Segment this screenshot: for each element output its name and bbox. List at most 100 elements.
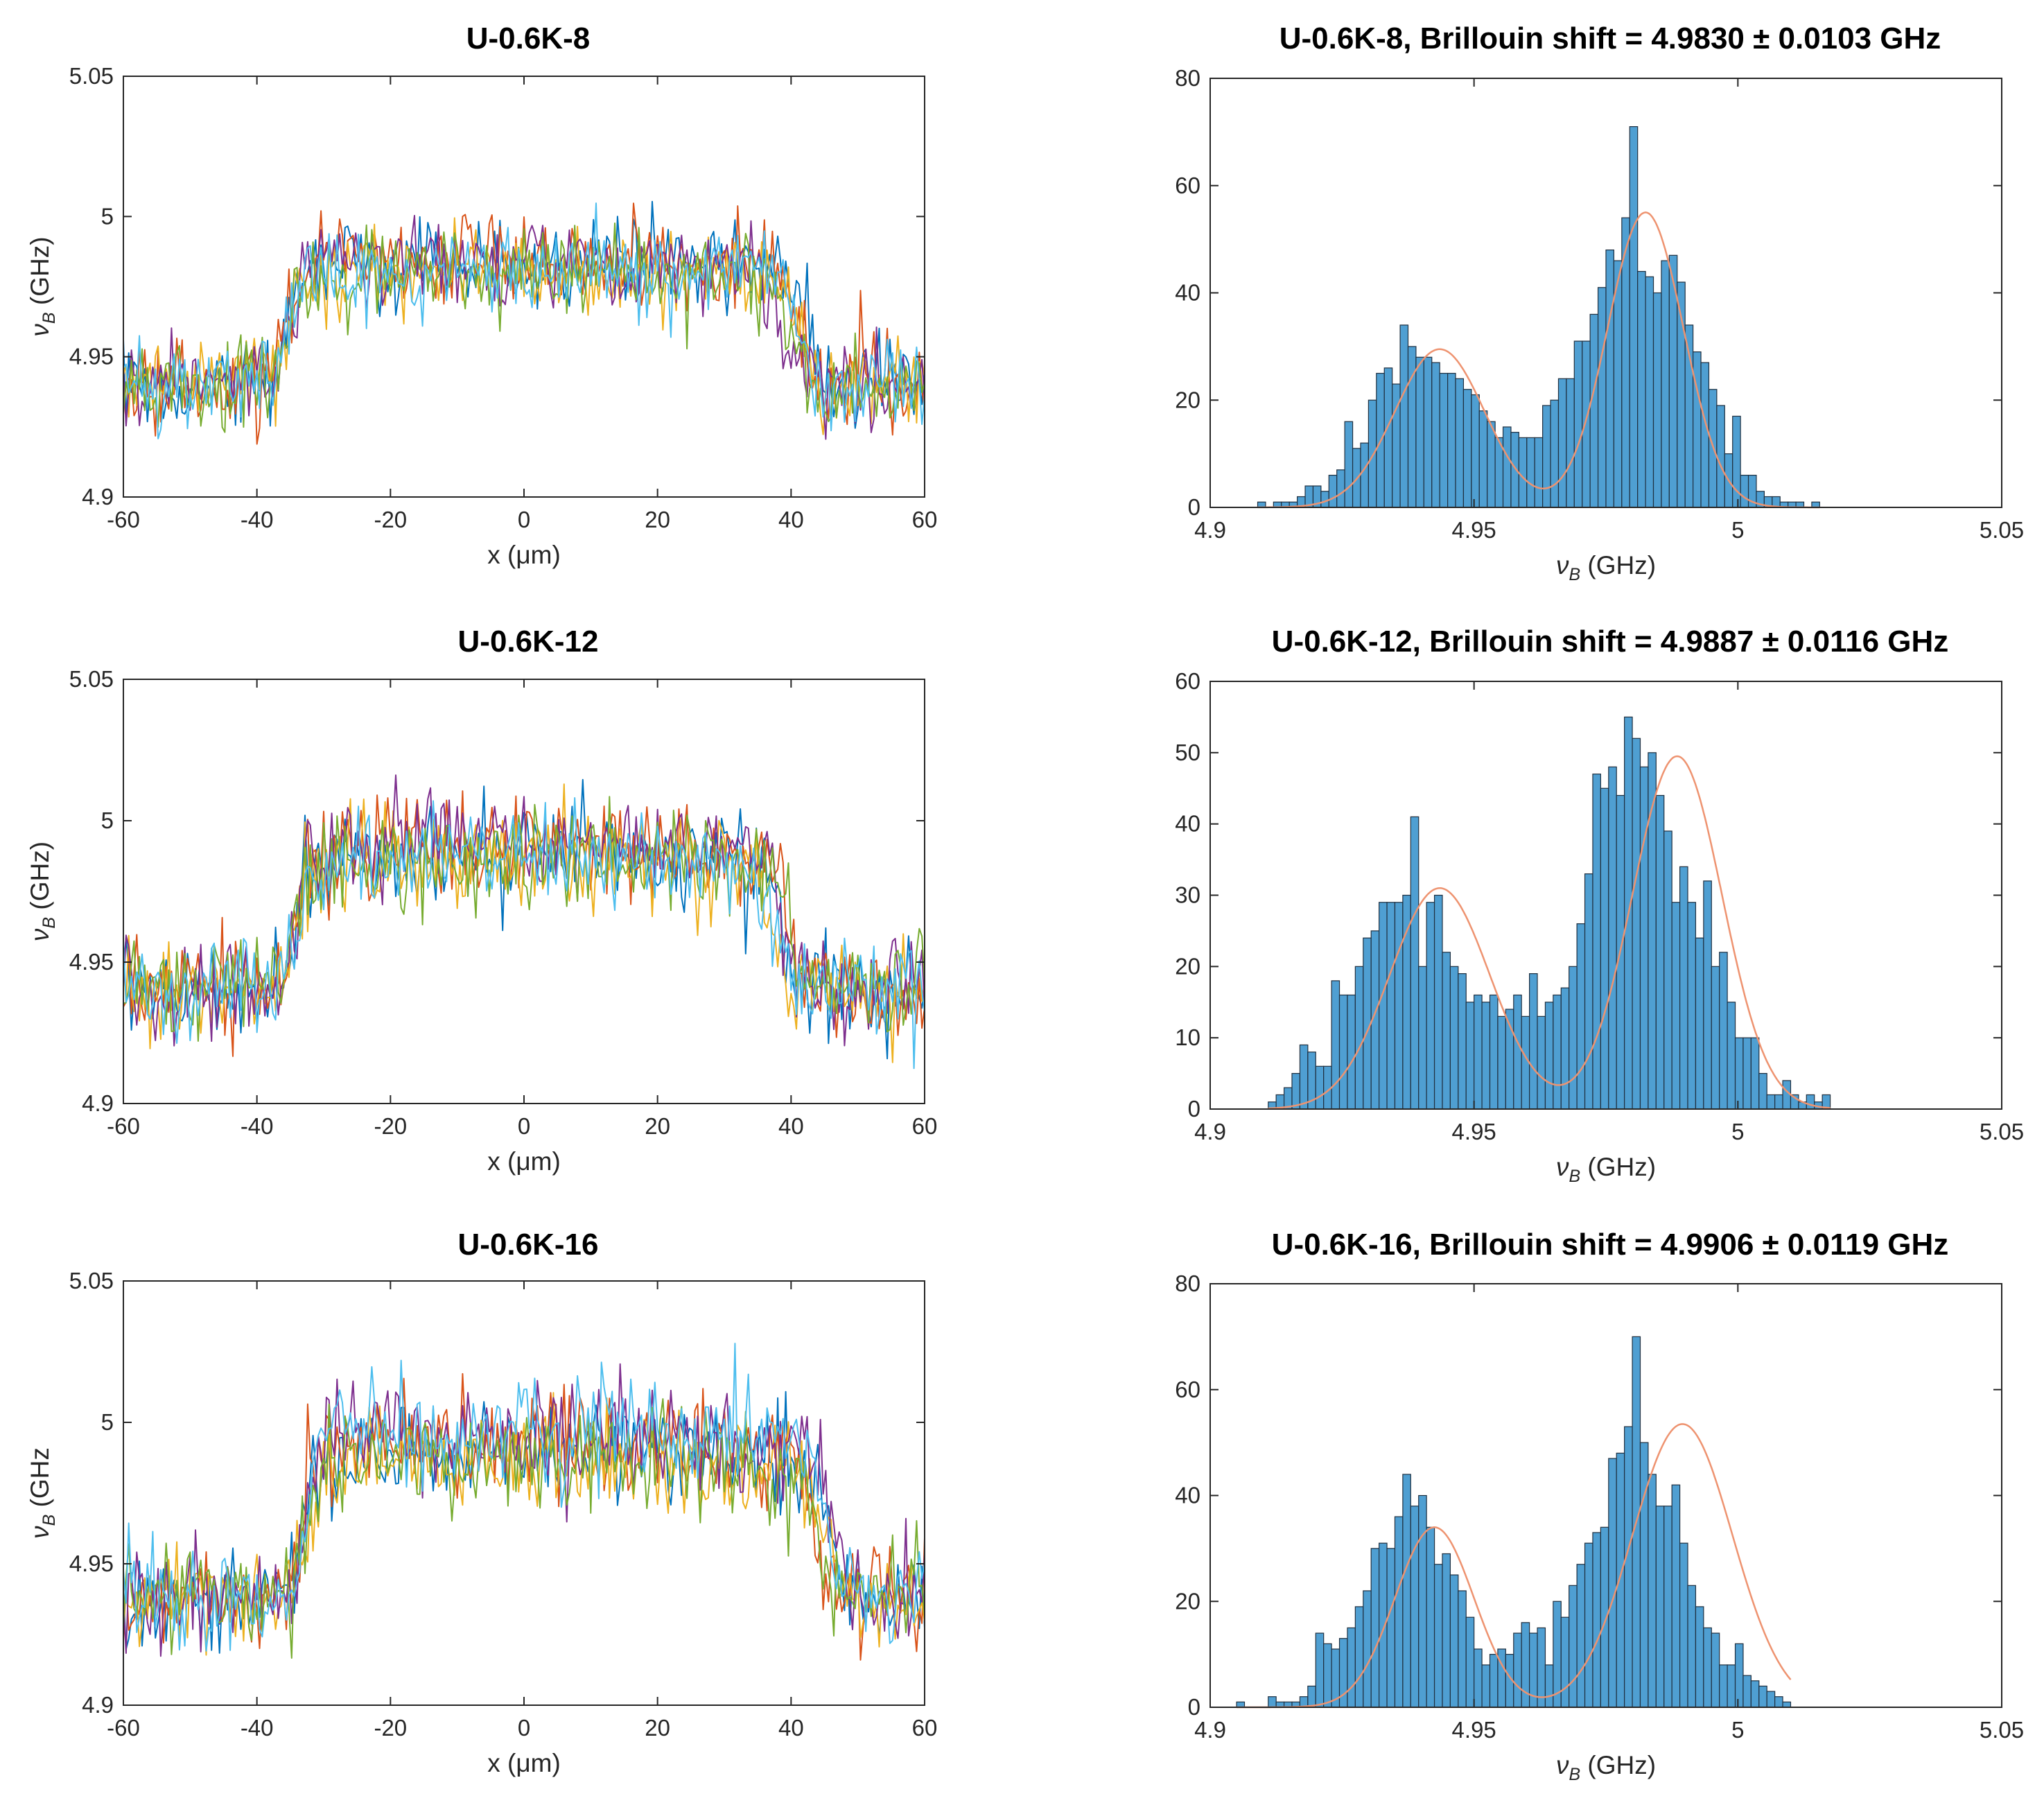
histogram-bar — [1584, 1542, 1593, 1708]
histogram-bar — [1716, 405, 1725, 508]
x-label-subscript: B — [1569, 1167, 1580, 1186]
y-tick-label: 20 — [1175, 1588, 1200, 1614]
histogram-bar — [1806, 1094, 1815, 1110]
histogram-bar — [1766, 1691, 1776, 1708]
histogram-bar — [1648, 1474, 1657, 1708]
y-label-symbol: ν — [26, 928, 54, 941]
histogram-bar — [1679, 1542, 1688, 1708]
histogram-chart-3: U-0.6K-16, Brillouin shift = 4.9906 ± 0.… — [1175, 1228, 2024, 1784]
histogram-bar — [1550, 399, 1560, 508]
y-label-symbol: ν — [26, 324, 54, 337]
histogram-bar — [1323, 1643, 1332, 1708]
histogram-bar — [1487, 421, 1496, 508]
x-label-unit: (GHz) — [1580, 1153, 1656, 1181]
histogram-bar — [1544, 1002, 1554, 1110]
y-tick-label: 4.95 — [69, 344, 114, 369]
histogram-bar — [1663, 1506, 1672, 1708]
x-tick-label: 20 — [645, 1113, 670, 1139]
y-label-unit: (GHz) — [26, 236, 54, 312]
histogram-bar — [1727, 1664, 1736, 1708]
x-tick-label: 20 — [645, 1715, 670, 1741]
y-tick-label: 60 — [1175, 668, 1200, 694]
y-tick-label: 4.9 — [82, 1090, 114, 1116]
histogram-bar — [1687, 902, 1697, 1110]
histogram-bar — [1370, 1548, 1380, 1708]
histogram-bar — [1758, 1072, 1767, 1110]
x-tick-label: -40 — [241, 507, 274, 532]
histogram-bar — [1465, 1616, 1475, 1708]
chart-title: U-0.6K-12, Brillouin shift = 4.9887 ± 0.… — [1272, 625, 1949, 659]
y-label-symbol: ν — [26, 1526, 54, 1539]
histogram-bar — [1711, 1632, 1720, 1708]
chart-title: U-0.6K-12 — [458, 625, 599, 659]
histogram-bar — [1394, 902, 1404, 1110]
bar-group — [1268, 716, 1831, 1110]
x-label-symbol: ν — [1556, 1751, 1569, 1779]
histogram-bar — [1742, 1037, 1752, 1110]
histogram-bar — [1573, 340, 1583, 508]
histogram-bar — [1608, 766, 1617, 1110]
histogram-bar — [1566, 378, 1575, 508]
profile-trace-6 — [123, 797, 925, 1070]
x-tick-label: 4.95 — [1452, 1119, 1496, 1144]
histogram-bar — [1589, 313, 1599, 508]
histogram-bar — [1423, 356, 1433, 508]
histogram-bar — [1513, 1632, 1522, 1708]
histogram-bar — [1592, 1532, 1601, 1708]
histogram-bar — [1758, 1685, 1767, 1708]
x-tick-label: 20 — [645, 507, 670, 532]
chart-title: U-0.6K-8, Brillouin shift = 4.9830 ± 0.0… — [1279, 21, 1941, 55]
y-label-subscript: B — [40, 312, 59, 324]
histogram-bar — [1328, 474, 1338, 508]
histogram-chart-2: U-0.6K-12, Brillouin shift = 4.9887 ± 0.… — [1175, 625, 2024, 1186]
x-tick-label: -60 — [107, 1715, 140, 1741]
histogram-bar — [1315, 1065, 1325, 1110]
y-label-unit: (GHz — [26, 1447, 54, 1515]
x-tick-label: -60 — [107, 1113, 140, 1139]
x-tick-label: 4.95 — [1452, 517, 1496, 543]
y-label-subscript: B — [40, 1515, 59, 1526]
profile-trace-5 — [123, 1398, 925, 1659]
histogram-bar — [1542, 405, 1551, 508]
histogram-bar — [1433, 1564, 1443, 1708]
histogram-bar — [1299, 1044, 1309, 1110]
histogram-chart-1: U-0.6K-8, Brillouin shift = 4.9830 ± 0.0… — [1175, 21, 2024, 584]
y-tick-label: 4.9 — [82, 484, 114, 509]
histogram-bar — [1315, 1632, 1325, 1708]
y-tick-label: 20 — [1175, 953, 1200, 979]
histogram-bar — [1613, 260, 1623, 508]
histogram-bar — [1418, 966, 1427, 1110]
x-tick-label: 5 — [1731, 1119, 1744, 1144]
gaussian-fit-curve — [1237, 1423, 1792, 1709]
histogram-bar — [1347, 1627, 1356, 1708]
y-tick-label: 4.95 — [69, 949, 114, 975]
x-tick-label: -40 — [241, 1715, 274, 1741]
y-label-subscript: B — [40, 917, 59, 929]
histogram-bar — [1679, 866, 1688, 1110]
histogram-bar — [1489, 994, 1499, 1110]
x-tick-label: 5 — [1731, 517, 1744, 543]
gaussian-fit-curve — [1257, 211, 1820, 509]
histogram-bar — [1719, 952, 1728, 1110]
histogram-bar — [1439, 372, 1449, 508]
histogram-bar — [1553, 994, 1562, 1110]
histogram-bar — [1537, 1627, 1546, 1708]
histogram-bar — [1526, 437, 1535, 508]
y-tick-label: 5.05 — [69, 1268, 114, 1293]
histogram-bar — [1399, 324, 1409, 508]
x-tick-label: 5 — [1731, 1717, 1744, 1743]
profile-trace-4 — [123, 774, 925, 1047]
histogram-bar — [1415, 356, 1424, 508]
x-axis-label: x (μm) — [487, 1147, 561, 1176]
histogram-bar — [1489, 1654, 1499, 1708]
histogram-bar — [1442, 952, 1451, 1110]
histogram-bar — [1338, 994, 1348, 1110]
histogram-bar — [1383, 367, 1393, 508]
histogram-bar — [1447, 372, 1456, 508]
y-tick-label: 5 — [101, 1409, 114, 1435]
histogram-bar — [1766, 1094, 1776, 1110]
histogram-bar — [1569, 1585, 1578, 1708]
histogram-bar — [1616, 1452, 1625, 1708]
x-axis-label: νB (GHz) — [1556, 551, 1656, 584]
